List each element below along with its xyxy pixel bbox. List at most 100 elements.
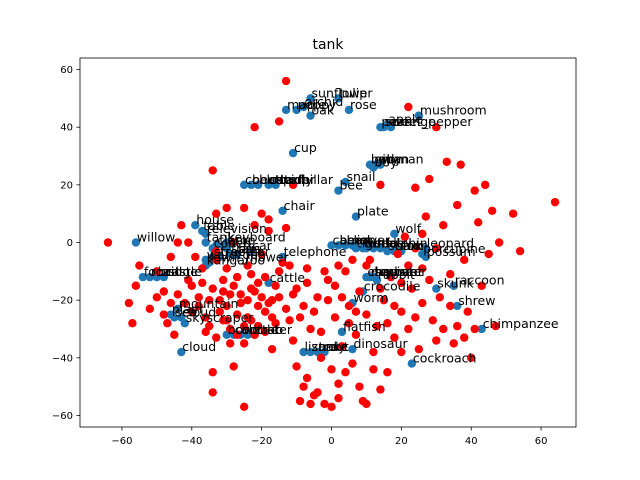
data-point-blue — [232, 249, 242, 259]
data-point-red — [236, 298, 245, 308]
data-point-red — [425, 275, 434, 285]
data-point-blue — [138, 272, 148, 282]
point-label: train — [231, 241, 260, 256]
data-point-red — [205, 295, 214, 305]
data-point-red — [215, 295, 224, 305]
data-point-blue — [341, 177, 350, 187]
x-tick-label: −60 — [111, 436, 132, 447]
data-point-red — [288, 290, 298, 299]
data-point-red — [404, 261, 413, 270]
data-point-red — [313, 293, 322, 302]
data-point-blue — [177, 347, 186, 357]
data-point-blue — [225, 249, 235, 259]
data-point-red — [407, 284, 417, 293]
data-point-red — [411, 244, 420, 253]
data-point-red — [194, 301, 203, 311]
data-point-red — [344, 319, 354, 328]
point-label: possum — [427, 244, 476, 259]
data-point-blue — [334, 94, 343, 103]
data-point-red — [397, 278, 406, 288]
data-point-blue — [180, 319, 189, 328]
point-label: ray — [326, 339, 347, 354]
data-point-red — [386, 272, 396, 282]
point-label: cloud — [182, 339, 216, 354]
data-point-blue — [159, 272, 169, 282]
data-point-blue — [152, 272, 162, 282]
data-point-red — [337, 293, 347, 302]
data-point-blue — [351, 244, 361, 253]
data-point-red — [327, 402, 336, 412]
data-point-blue — [362, 244, 371, 253]
point-label: bottle — [242, 322, 279, 337]
data-point-red — [390, 301, 399, 311]
data-point-red — [362, 261, 371, 270]
data-point-red — [239, 402, 249, 412]
point-label: tractor — [221, 244, 264, 259]
data-point-red — [257, 209, 266, 218]
data-point-red — [344, 301, 354, 311]
data-point-red — [288, 180, 298, 190]
data-point-red — [295, 313, 305, 322]
point-label: bee — [339, 178, 363, 193]
data-point-red — [222, 203, 231, 213]
point-label: cockroach — [245, 172, 309, 187]
point-label: table — [203, 218, 235, 233]
data-point-red — [222, 301, 231, 311]
point-label: kangaroo — [207, 253, 265, 268]
data-point-red — [264, 298, 273, 308]
data-point-red — [313, 388, 322, 397]
data-point-red — [170, 330, 179, 339]
data-point-red — [253, 301, 263, 311]
data-point-blue — [369, 163, 378, 172]
x-tick-label: −20 — [251, 436, 272, 447]
point-label: mouse — [371, 264, 413, 279]
point-label: lawn_mower — [210, 250, 289, 265]
data-point-red — [292, 362, 301, 371]
data-point-blue — [288, 148, 298, 158]
data-point-blue — [379, 122, 389, 132]
data-point-red — [411, 313, 420, 322]
point-label: skunk — [437, 276, 474, 291]
data-point-red — [131, 281, 141, 290]
data-point-red — [355, 382, 364, 391]
data-point-red — [330, 281, 340, 290]
data-point-red — [264, 215, 273, 224]
data-point-red — [208, 284, 217, 293]
data-point-red — [397, 307, 406, 316]
data-point-red — [323, 295, 333, 305]
point-label: lizard — [305, 339, 339, 354]
data-point-red — [243, 261, 252, 270]
y-tick-label: 40 — [60, 123, 73, 134]
point-label: girl — [374, 152, 394, 167]
y-tick-label: −20 — [52, 296, 73, 307]
point-label: lamp — [224, 232, 255, 247]
data-point-red — [201, 313, 210, 322]
data-point-red — [337, 342, 347, 351]
data-point-red — [299, 301, 308, 311]
data-point-red — [376, 180, 385, 190]
data-point-red — [341, 267, 350, 276]
point-label: trout — [319, 339, 349, 354]
data-point-red — [446, 270, 455, 279]
data-point-blue — [131, 238, 141, 247]
point-label: forest — [144, 264, 180, 279]
data-point-red — [250, 330, 259, 339]
x-tick-label: 0 — [328, 436, 334, 447]
data-point-red — [274, 117, 284, 126]
point-label: house — [196, 212, 234, 227]
point-label: bus — [238, 241, 260, 256]
point-label: sweet_pepper — [385, 114, 473, 129]
point-label: orchid — [305, 94, 344, 109]
data-point-red — [369, 365, 378, 374]
y-tick-label: 20 — [60, 180, 73, 191]
data-point-red — [124, 298, 134, 308]
data-point-blue — [453, 301, 462, 311]
data-point-red — [246, 316, 256, 325]
point-label: worm — [353, 290, 388, 305]
data-point-red — [250, 122, 259, 132]
data-point-red — [163, 319, 172, 328]
data-point-red — [473, 218, 483, 227]
data-point-red — [508, 209, 518, 218]
point-label: turtle — [364, 235, 398, 250]
point-label: keyboard — [228, 230, 286, 245]
